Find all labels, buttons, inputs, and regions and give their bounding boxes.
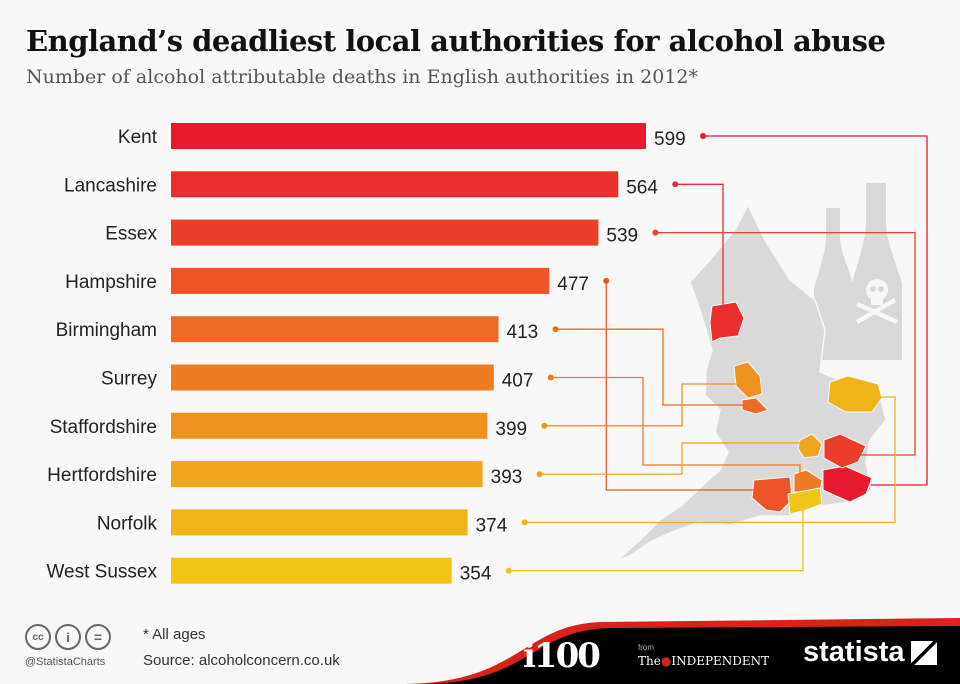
bar-birmingham: [171, 316, 499, 343]
connector-dot: [603, 277, 610, 284]
bar-west-sussex: [171, 557, 452, 584]
value-label: 599: [654, 129, 686, 150]
partner-the: The: [638, 654, 661, 668]
bar-staffordshire: [171, 412, 488, 439]
statista-mark-icon: [910, 640, 937, 665]
map-region-kent: [822, 465, 873, 503]
value-label: 399: [495, 419, 527, 440]
value-label: 539: [606, 226, 638, 247]
connector-line: [703, 135, 928, 486]
map-region-hampshire: [751, 476, 793, 513]
independent-logo[interactable]: The●INDEPENDENT: [638, 654, 769, 668]
connector-dot: [505, 567, 512, 574]
category-label: Birmingham: [56, 320, 157, 341]
map-region-essex: [823, 433, 867, 469]
connector-line: [524, 396, 896, 524]
connector-line: [508, 505, 804, 572]
connector-dot: [541, 422, 548, 429]
map-region-norfolk: [827, 375, 883, 413]
map-region-hertfordshire: [797, 433, 823, 459]
partner-from: from: [638, 643, 654, 652]
category-label: Norfolk: [97, 513, 158, 534]
category-label: Staffordshire: [50, 417, 157, 438]
connector-dot: [521, 519, 528, 526]
value-label: 354: [460, 564, 492, 585]
value-label: 564: [626, 177, 658, 198]
i100-logo[interactable]: i100: [523, 636, 601, 676]
twitter-handle[interactable]: @StatistaCharts: [25, 656, 106, 668]
bar-kent: [171, 123, 646, 149]
category-label: Surrey: [101, 369, 157, 390]
connector-line: [655, 231, 916, 456]
connector-line: [544, 383, 736, 427]
attribution-icon: i: [55, 624, 81, 650]
connector-line: [675, 183, 724, 305]
value-label: 407: [502, 371, 534, 392]
map-region-staffordshire: [733, 361, 763, 399]
connector-line: [550, 376, 801, 475]
no-derivatives-icon: =: [85, 624, 111, 650]
category-label: Lancashire: [64, 175, 157, 196]
category-label: Hertfordshire: [47, 465, 157, 486]
value-label: 477: [557, 274, 589, 295]
category-label: Kent: [118, 127, 158, 148]
connector-dot: [672, 181, 679, 188]
connector-line: [539, 442, 805, 475]
bar-hertfordshire: [171, 461, 483, 488]
footnote: * All ages: [143, 626, 206, 643]
connector-dot: [652, 229, 659, 236]
value-label: 393: [491, 467, 523, 488]
map-region-surrey: [793, 469, 823, 493]
connector-dot: [552, 326, 559, 333]
category-label: Hampshire: [65, 272, 157, 293]
map-region-west-sussex: [787, 487, 823, 515]
chart-subtitle: Number of alcohol attributable deaths in…: [26, 66, 699, 88]
category-label: West Sussex: [46, 562, 157, 583]
bar-norfolk: [171, 509, 468, 536]
source[interactable]: Source: alcoholconcern.co.uk: [143, 652, 340, 669]
partner-name: INDEPENDENT: [671, 654, 770, 668]
eagle-icon: ●: [660, 654, 672, 668]
brand-name: statista: [803, 636, 905, 668]
cc-icon: cc: [25, 624, 51, 650]
license-icons: cc i =: [25, 624, 111, 650]
value-label: 374: [476, 515, 508, 536]
value-label: 413: [507, 322, 539, 343]
connector-dot: [547, 374, 554, 381]
bar-lancashire: [171, 171, 619, 198]
bar-hampshire: [171, 267, 550, 294]
map-region-lancashire: [709, 301, 745, 343]
bar-essex: [171, 219, 599, 246]
connector-dot: [700, 133, 706, 139]
connector-line: [605, 280, 762, 491]
chart-title: England’s deadliest local authorities fo…: [26, 24, 886, 58]
bar-surrey: [171, 364, 494, 391]
category-label: Essex: [105, 224, 157, 245]
map-region-birmingham: [741, 397, 769, 415]
connector-line: [555, 328, 745, 406]
statista-logo[interactable]: statista: [803, 636, 937, 669]
skull-crossbones-icon: [856, 279, 898, 324]
connector-dot: [536, 471, 543, 478]
